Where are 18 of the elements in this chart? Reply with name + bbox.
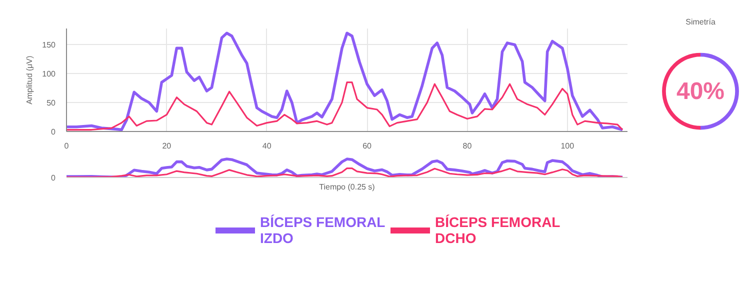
x-tick-label: 0 <box>64 142 70 150</box>
line-series <box>66 82 624 131</box>
chart-title: Simetría <box>686 18 716 26</box>
y-tick-label: 100 <box>42 70 56 79</box>
x-tick-label: 20 <box>162 142 172 150</box>
line-series <box>66 32 624 132</box>
y-tick-label: 0 <box>51 128 56 136</box>
legend-label: BÍCEPS FEMORAL DCHO <box>435 214 560 246</box>
x-tick-label: 40 <box>262 142 272 150</box>
x-axis-title: Tiempo (0.25 s) <box>319 182 376 192</box>
y-tick-label: 50 <box>46 98 56 108</box>
x-tick-label: 80 <box>462 142 472 150</box>
x-tick-label: 60 <box>362 142 372 150</box>
legend-label: BÍCEPS FEMORAL IZDO <box>260 214 386 246</box>
y-tick-label: 150 <box>42 40 56 50</box>
x-tick-label: 100 <box>560 142 575 150</box>
text: 40% <box>676 78 725 105</box>
y-axis-title: Amplitud (μV) <box>25 55 34 104</box>
